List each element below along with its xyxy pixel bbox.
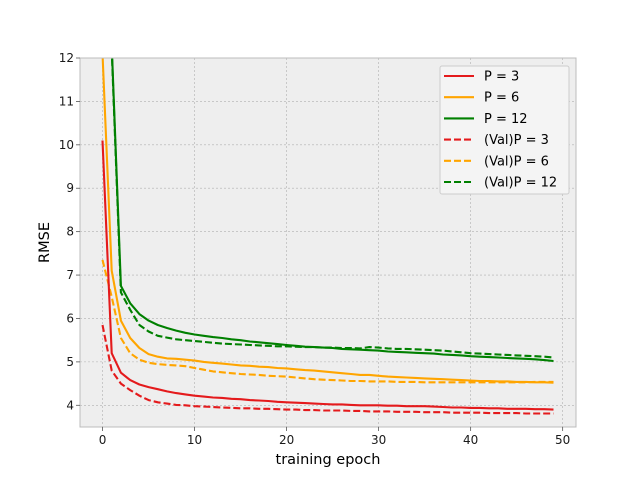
legend-label: P = 6 <box>484 91 519 106</box>
x-axis-label: training epoch <box>276 452 381 468</box>
series-line-2 <box>101 58 554 384</box>
x-tick-label: 20 <box>279 433 294 447</box>
x-tick-label: 50 <box>555 433 570 447</box>
legend: P = 3 P = 6 P = 12 (Val)P = 3 (Val)P = 6 (Val… <box>439 65 570 195</box>
legend-label: (Val)P = 6 <box>484 154 549 169</box>
y-tick-label: 11 <box>59 94 74 108</box>
x-tick-label: 10 <box>187 433 202 447</box>
series-line-3 <box>111 58 554 363</box>
series-line-1 <box>101 140 554 411</box>
y-tick-label: 10 <box>59 138 74 152</box>
y-axis-ticks: 4 5 6 7 8 9 10 11 12 <box>59 51 80 412</box>
y-tick-label: 5 <box>66 355 74 369</box>
y-tick-label: 4 <box>66 398 74 412</box>
y-tick-label: 7 <box>66 268 74 282</box>
y-tick-label: 8 <box>66 225 74 239</box>
x-tick-label: 40 <box>463 433 478 447</box>
x-tick-label: 0 <box>99 433 107 447</box>
legend-label: P = 12 <box>484 112 528 127</box>
y-axis-label: RMSE <box>37 222 53 263</box>
x-tick-label: 30 <box>371 433 386 447</box>
plot-frame <box>79 57 577 428</box>
x-axis-ticks: 0 10 20 30 40 50 <box>99 427 570 447</box>
y-tick-label: 9 <box>66 181 74 195</box>
legend-label: (Val)P = 3 <box>484 133 549 148</box>
y-tick-label: 12 <box>59 51 74 65</box>
series-lines <box>101 58 554 415</box>
y-tick-label: 6 <box>66 311 74 325</box>
series-line-4 <box>101 324 554 415</box>
legend-label: P = 3 <box>484 70 519 85</box>
legend-label: (Val)P = 12 <box>484 176 557 191</box>
